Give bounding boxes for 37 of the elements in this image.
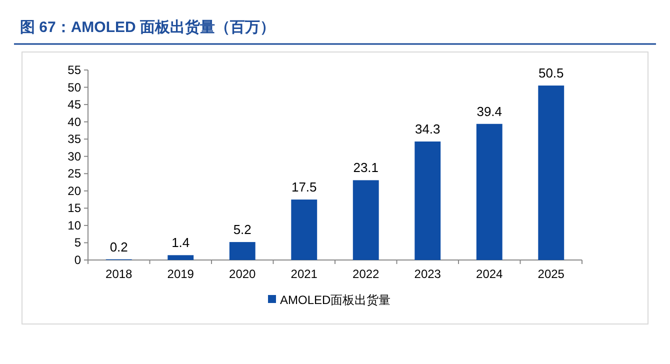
bar <box>538 86 564 260</box>
x-tick-label: 2024 <box>476 267 504 281</box>
x-tick-label: 2021 <box>290 267 318 281</box>
chart-title: 图 67：AMOLED 面板出货量（百万） <box>20 19 276 36</box>
y-tick-label: 45 <box>68 98 82 112</box>
data-label: 23.1 <box>353 160 379 176</box>
x-tick-label: 2018 <box>106 267 133 281</box>
y-tick-label: 15 <box>68 201 82 216</box>
y-tick-label: 5 <box>74 236 82 250</box>
y-tick-label: 25 <box>68 166 82 181</box>
bar <box>229 242 256 260</box>
bar <box>352 180 379 260</box>
x-tick-label: 2020 <box>229 267 256 281</box>
y-tick-label: 30 <box>68 149 82 164</box>
y-tick-label: 0 <box>74 253 82 267</box>
y-tick-label: 35 <box>68 132 82 146</box>
data-label: 39.4 <box>476 104 502 119</box>
bar <box>476 124 502 260</box>
y-tick-label: 55 <box>68 63 82 77</box>
data-label: 0.2 <box>110 239 128 254</box>
y-tick-label: 40 <box>68 114 82 129</box>
bar <box>168 255 194 260</box>
x-tick-label: 2025 <box>538 267 565 281</box>
y-tick-label: 20 <box>68 184 82 198</box>
data-label: 50.5 <box>538 66 564 81</box>
bar <box>291 200 318 260</box>
x-tick-label: 2019 <box>167 267 194 281</box>
y-tick-label: 10 <box>68 218 82 232</box>
data-label: 34.3 <box>414 122 440 137</box>
data-label: 5.2 <box>233 222 252 238</box>
data-label: 17.5 <box>291 180 317 195</box>
bar <box>414 142 441 260</box>
legend-label: AMOLED面板出货量 <box>280 293 391 307</box>
y-tick-label: 50 <box>68 80 82 94</box>
x-tick-label: 2022 <box>352 267 380 281</box>
x-tick-label: 2023 <box>414 267 442 281</box>
data-label: 1.4 <box>172 235 190 250</box>
